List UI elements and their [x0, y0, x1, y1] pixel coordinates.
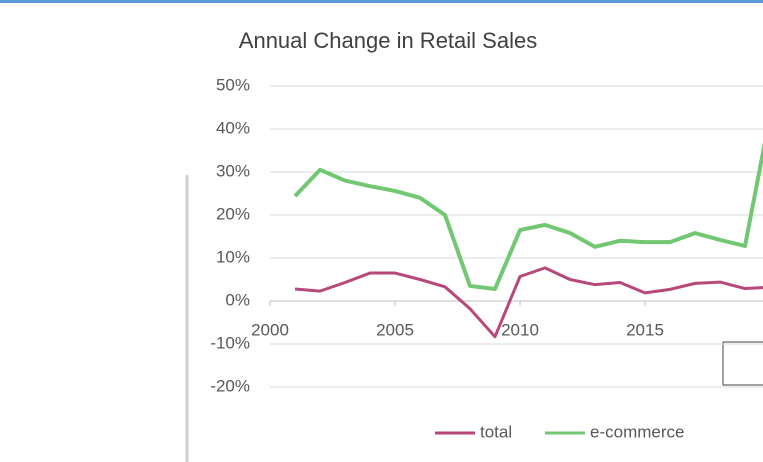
y-tick-label: -20%: [210, 376, 250, 395]
y-tick-label: 20%: [216, 204, 250, 223]
legend-item: e-commerce: [545, 422, 684, 441]
y-tick-label: 50%: [216, 75, 250, 94]
legend-label: e-commerce: [590, 422, 684, 441]
y-tick-label: -10%: [210, 333, 250, 352]
series-line: [294, 266, 763, 339]
x-tick-label: 2015: [626, 320, 664, 339]
chart-title: Annual Change in Retail Sales: [239, 28, 537, 53]
legend-label: total: [480, 422, 512, 441]
y-tick-label: 40%: [216, 118, 250, 137]
y-tick-label: 0%: [225, 290, 250, 309]
plot-area: [269, 85, 763, 388]
x-tick-label: 2000: [251, 320, 289, 339]
series-line: [293, 141, 763, 291]
legend-item: total: [435, 422, 512, 441]
x-tick-label: 2005: [376, 320, 414, 339]
x-tick-label: 2010: [501, 320, 539, 339]
y-tick-label: 30%: [216, 161, 250, 180]
y-tick-label: 10%: [216, 247, 250, 266]
window-border: [0, 0, 763, 3]
